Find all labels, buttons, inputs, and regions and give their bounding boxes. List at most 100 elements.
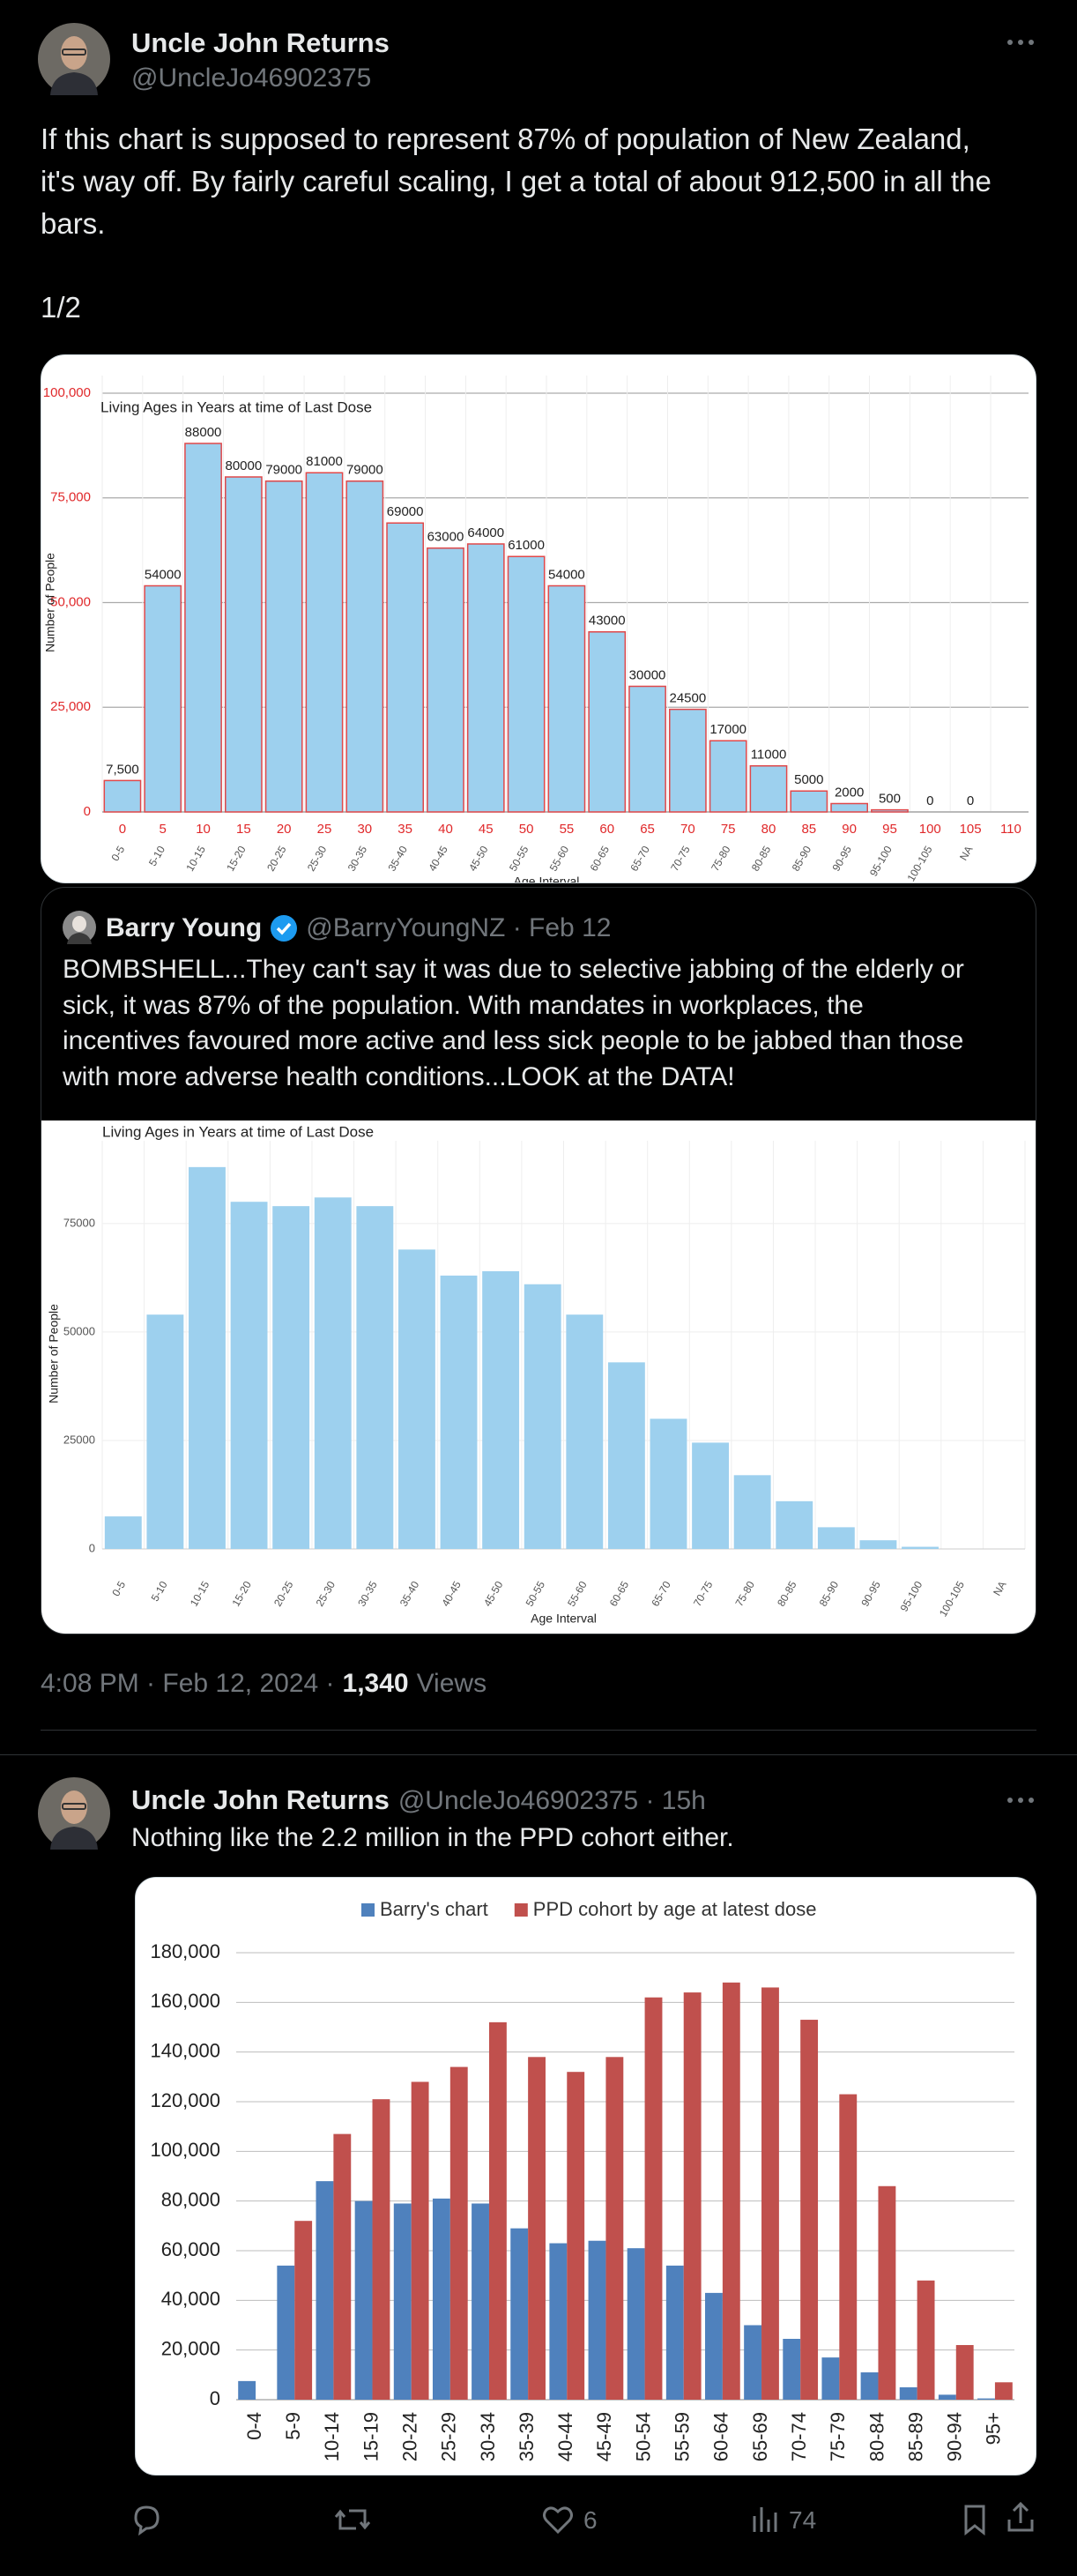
- bar: [305, 472, 344, 813]
- share-button[interactable]: [1003, 2500, 1038, 2535]
- chart-title: Living Ages in Years at time of Last Dos…: [102, 1123, 374, 1140]
- x-tick-label: 20-25: [271, 1579, 296, 1609]
- x-tick-label: 85-89: [904, 2412, 926, 2461]
- author-name[interactable]: Uncle John Returns: [131, 1784, 390, 1815]
- x-tick-label: 30-35: [355, 1579, 380, 1609]
- media-card[interactable]: 0 25,000 50,000 75,000 100,000 7,500 54000 8800…: [41, 354, 1036, 883]
- x-edge-label: 50: [519, 822, 534, 837]
- x-edge-label: 20: [277, 822, 292, 837]
- x-tick-label: 25-29: [438, 2412, 460, 2461]
- bar: [627, 2248, 645, 2400]
- x-edge-label: 80: [761, 822, 776, 837]
- x-tick-label: 95-100: [867, 844, 895, 879]
- quote-header: Barry Young @BarryYoungNZ · Feb 12: [106, 913, 611, 943]
- media-card[interactable]: 0 20,000 40,000 60,000 80,000 100,000 120,000 1…: [135, 1877, 1036, 2475]
- divider: [0, 1754, 1077, 1755]
- bookmark-button[interactable]: [957, 2502, 992, 2537]
- more-menu[interactable]: [1003, 1790, 1038, 1811]
- repost-button[interactable]: [333, 2502, 372, 2537]
- timestamp[interactable]: 4:08 PM · Feb 12, 2024 ·: [41, 1669, 335, 1698]
- chart-title: Living Ages in Years at time of Last Dos…: [100, 398, 372, 415]
- value-label: 69000: [387, 504, 424, 519]
- more-menu[interactable]: [1003, 32, 1038, 53]
- bar: [821, 2357, 840, 2400]
- bar: [588, 2240, 606, 2400]
- byline: @BarryYoungNZ · Feb 12: [306, 913, 612, 942]
- legend-label: Barry's chart: [380, 1898, 488, 1920]
- bar: [977, 2398, 995, 2400]
- value-label: 43000: [589, 614, 626, 629]
- y-tick-label: 50000: [63, 1324, 95, 1337]
- x-tick-label: 60-65: [588, 844, 613, 874]
- x-edge-label: 75: [721, 822, 736, 837]
- x-tick-label: 40-44: [554, 2412, 576, 2461]
- value-label: 79000: [265, 463, 302, 478]
- x-tick-label: 50-55: [524, 1579, 548, 1609]
- bar: [411, 2081, 429, 2400]
- x-tick-label: 0-5: [108, 844, 127, 863]
- value-label: 17000: [709, 722, 746, 737]
- bar: [938, 2394, 956, 2400]
- x-tick-label: 15-20: [224, 844, 249, 874]
- x-tick-label: 100-105: [904, 844, 934, 882]
- x-edge-label: 65: [640, 822, 655, 837]
- value-label: 0: [926, 793, 933, 808]
- y-tick-label: 180,000: [150, 1940, 220, 1962]
- y-tick-label: 0: [89, 1541, 95, 1554]
- x-edge-label: 55: [560, 822, 575, 837]
- reply-button[interactable]: [129, 2502, 164, 2537]
- bar: [184, 443, 222, 813]
- bar: [665, 2265, 684, 2400]
- bar: [372, 2099, 390, 2400]
- x-tick-label: 80-84: [865, 2412, 888, 2461]
- bar: [605, 2057, 624, 2400]
- bar: [955, 2345, 974, 2400]
- bar: [397, 1249, 435, 1549]
- bar: [749, 765, 788, 813]
- bar: [549, 2243, 568, 2400]
- x-edge-label: 35: [397, 822, 412, 837]
- x-tick-label: 25-30: [305, 844, 330, 874]
- bar: [878, 2185, 896, 2400]
- bar: [440, 1275, 478, 1549]
- x-tick-label: 55-60: [547, 844, 572, 874]
- x-tick-label: 90-95: [830, 844, 855, 874]
- view-label: Views: [416, 1669, 487, 1698]
- legend-label: PPD cohort by age at latest dose: [533, 1898, 817, 1920]
- bar: [386, 522, 425, 813]
- y-axis-label: Number of People: [43, 553, 57, 652]
- x-tick-label: 90-94: [944, 2412, 966, 2461]
- bar: [628, 685, 666, 813]
- author-handle[interactable]: @UncleJo46902375: [131, 63, 372, 93]
- bar: [472, 2203, 489, 2400]
- view-count: 74: [789, 2506, 817, 2534]
- x-tick-label: 5-10: [149, 1579, 170, 1604]
- y-tick-label: 0: [84, 804, 91, 819]
- value-label: 61000: [508, 538, 545, 553]
- x-tick-label: 40-45: [426, 844, 450, 874]
- author-name: Barry Young: [106, 913, 263, 942]
- x-tick-label: 35-40: [397, 1579, 422, 1609]
- bar: [316, 2181, 334, 2400]
- x-tick-label: 50-54: [632, 2412, 654, 2461]
- avatar[interactable]: [38, 1777, 110, 1850]
- bar: [144, 584, 182, 813]
- bar: [776, 1500, 813, 1549]
- value-label: 79000: [346, 463, 383, 478]
- x-tick-label: 75-80: [733, 1579, 758, 1609]
- x-tick-label: 55-60: [565, 1579, 590, 1609]
- text-line: bars.: [41, 207, 106, 240]
- author-name[interactable]: Uncle John Returns: [131, 27, 390, 58]
- y-tick-label: 60,000: [161, 2238, 220, 2260]
- value-label: 64000: [467, 525, 504, 540]
- bar: [507, 555, 546, 813]
- text-line: it's way off. By fairly careful scaling,…: [41, 165, 992, 197]
- views-icon[interactable]: [747, 2502, 783, 2537]
- quoted-tweet[interactable]: Barry Young @BarryYoungNZ · Feb 12 BOMBS…: [41, 887, 1036, 1634]
- avatar[interactable]: [38, 23, 110, 95]
- bar: [917, 2280, 935, 2400]
- bar: [902, 1546, 939, 1549]
- bar: [449, 2066, 468, 2400]
- like-button[interactable]: [540, 2502, 576, 2537]
- value-label: 63000: [427, 530, 464, 545]
